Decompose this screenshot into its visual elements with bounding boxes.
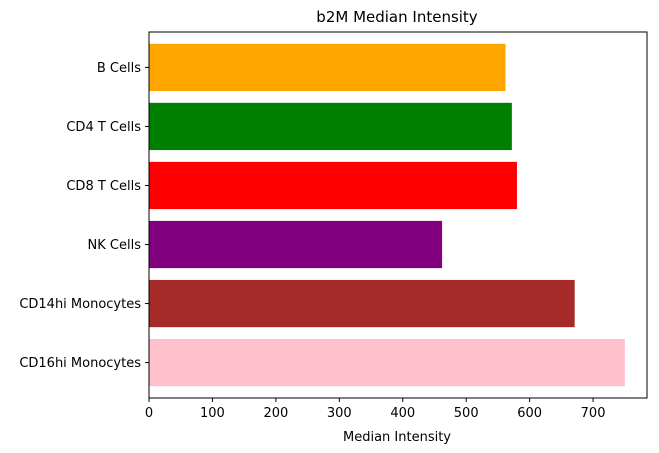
- bar-cd14hi-monocytes: [149, 279, 575, 328]
- chart-title: b2M Median Intensity: [316, 8, 478, 26]
- y-axis-ticks: B Cells CD4 T Cells CD8 T Cells NK Cells CD1…: [19, 61, 149, 371]
- x-tick-label: 200: [263, 406, 288, 421]
- x-tick-label: 0: [145, 406, 153, 421]
- plot-frame: [148, 31, 648, 399]
- y-tick-label: CD16hi Monocytes: [19, 356, 141, 371]
- y-tick-label: CD14hi Monocytes: [19, 297, 141, 312]
- x-axis-ticks: 0 100 200 300 400 500 600 700: [145, 398, 606, 421]
- bar-cd16hi-monocytes: [149, 338, 625, 387]
- bar-cd8-t-cells: [149, 161, 517, 210]
- bar-b-cells: [149, 43, 506, 92]
- x-tick-label: 600: [517, 406, 542, 421]
- bar-nk-cells: [149, 220, 443, 269]
- x-tick-label: 400: [390, 406, 415, 421]
- bars-group: [149, 43, 625, 387]
- x-tick-label: 100: [200, 406, 225, 421]
- bar-cd4-t-cells: [149, 102, 512, 151]
- y-tick-label: CD4 T Cells: [66, 120, 141, 135]
- x-axis-title: Median Intensity: [343, 430, 451, 445]
- x-tick-label: 300: [327, 406, 352, 421]
- y-tick-label: NK Cells: [88, 238, 142, 253]
- x-tick-label: 500: [454, 406, 479, 421]
- y-tick-label: B Cells: [97, 61, 141, 76]
- x-tick-label: 700: [581, 406, 606, 421]
- y-tick-label: CD8 T Cells: [66, 179, 141, 194]
